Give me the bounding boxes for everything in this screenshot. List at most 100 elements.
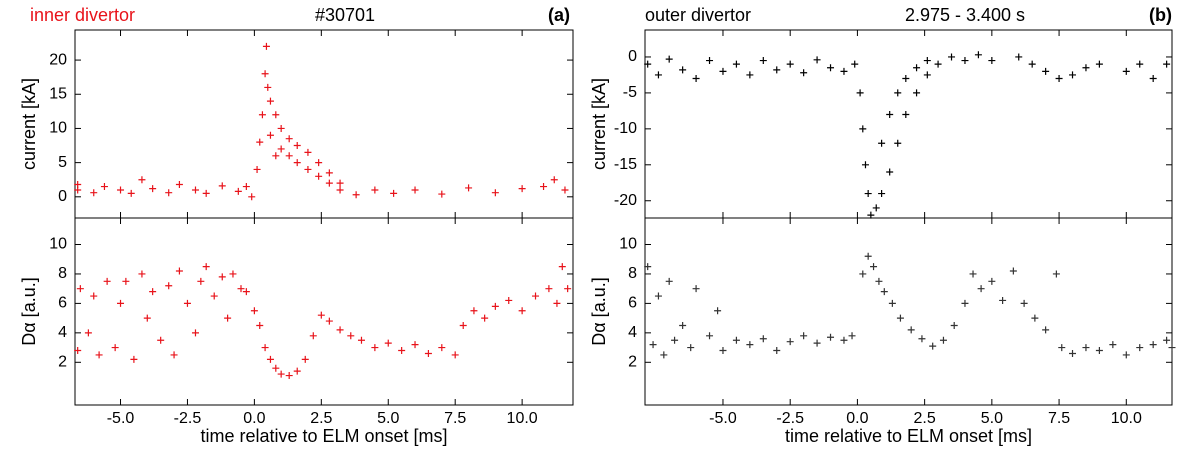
point (1109, 341, 1117, 349)
point (671, 336, 679, 344)
point (261, 344, 269, 352)
point (1052, 270, 1060, 278)
point (398, 347, 406, 355)
point (256, 138, 264, 146)
point (1028, 60, 1036, 68)
point (553, 299, 561, 307)
point (258, 111, 266, 119)
y-tick-label: 20 (49, 51, 67, 68)
point (256, 321, 264, 329)
point (692, 75, 700, 83)
x-tick-label: 2.5 (310, 410, 332, 427)
point (285, 135, 293, 143)
point (948, 53, 956, 61)
point (923, 57, 931, 65)
point (813, 56, 821, 64)
point (660, 351, 668, 359)
point (800, 69, 808, 77)
point (872, 204, 880, 212)
point (870, 263, 878, 271)
point (357, 336, 365, 344)
point (649, 341, 657, 349)
y-tick-label: 10 (49, 236, 67, 253)
point (336, 326, 344, 334)
y-tick-label: 2 (628, 354, 637, 371)
point (813, 339, 821, 347)
point (325, 179, 333, 187)
point (248, 193, 256, 201)
point (183, 299, 191, 307)
point (746, 341, 754, 349)
point (285, 152, 293, 160)
point (654, 71, 662, 79)
point (1136, 60, 1144, 68)
x-axis-label: time relative to ELM onset [ms] (785, 426, 1032, 446)
point (848, 332, 856, 340)
point (277, 124, 285, 132)
point (950, 321, 958, 329)
point (371, 186, 379, 194)
point (999, 296, 1007, 304)
point (76, 285, 84, 293)
point (773, 347, 781, 355)
point (929, 342, 937, 350)
point (1095, 347, 1103, 355)
point (117, 299, 125, 307)
point (253, 165, 261, 173)
y-tick-label: -15 (614, 156, 637, 173)
point (100, 183, 108, 191)
point (304, 165, 312, 173)
point (234, 187, 242, 195)
point (1122, 351, 1130, 359)
point (138, 270, 146, 278)
y-axis-label: current [kA] (589, 78, 609, 170)
point (293, 367, 301, 375)
point (977, 285, 985, 293)
point (390, 189, 398, 197)
x-tick-label: -5.0 (107, 410, 135, 427)
y-tick-label: 4 (628, 324, 637, 341)
point (827, 333, 835, 341)
x-tick-label: 2.5 (914, 410, 936, 427)
point (84, 329, 92, 337)
point (913, 89, 921, 97)
point (644, 263, 652, 271)
point (1015, 53, 1023, 61)
annotation: (b) (1149, 5, 1172, 25)
point (1069, 71, 1077, 79)
y-tick-label: 6 (58, 295, 67, 312)
point (654, 292, 662, 300)
point (293, 159, 301, 167)
point (165, 282, 173, 290)
y-tick-label: 10 (49, 120, 67, 137)
point (315, 159, 323, 167)
y-tick-label: 2 (58, 354, 67, 371)
point (518, 307, 526, 315)
y-axis-label: Dα [a.u.] (589, 277, 609, 345)
point (939, 336, 947, 344)
point (347, 332, 355, 340)
point (250, 307, 258, 315)
y-tick-label: 5 (58, 154, 67, 171)
point (272, 152, 280, 160)
point (74, 347, 82, 355)
point (229, 270, 237, 278)
point (459, 321, 467, 329)
point (272, 111, 280, 119)
y-tick-label: 8 (58, 265, 67, 282)
point (438, 344, 446, 352)
point (202, 263, 210, 271)
annotation: (a) (548, 5, 570, 25)
point (175, 181, 183, 189)
point (786, 60, 794, 68)
annotation: inner divertor (30, 5, 135, 25)
point (878, 190, 886, 198)
point (191, 186, 199, 194)
x-tick-label: 7.5 (1048, 410, 1070, 427)
point (864, 252, 872, 260)
point (317, 311, 325, 319)
point (336, 186, 344, 194)
point (759, 57, 767, 65)
point (1149, 75, 1157, 83)
point (961, 57, 969, 65)
